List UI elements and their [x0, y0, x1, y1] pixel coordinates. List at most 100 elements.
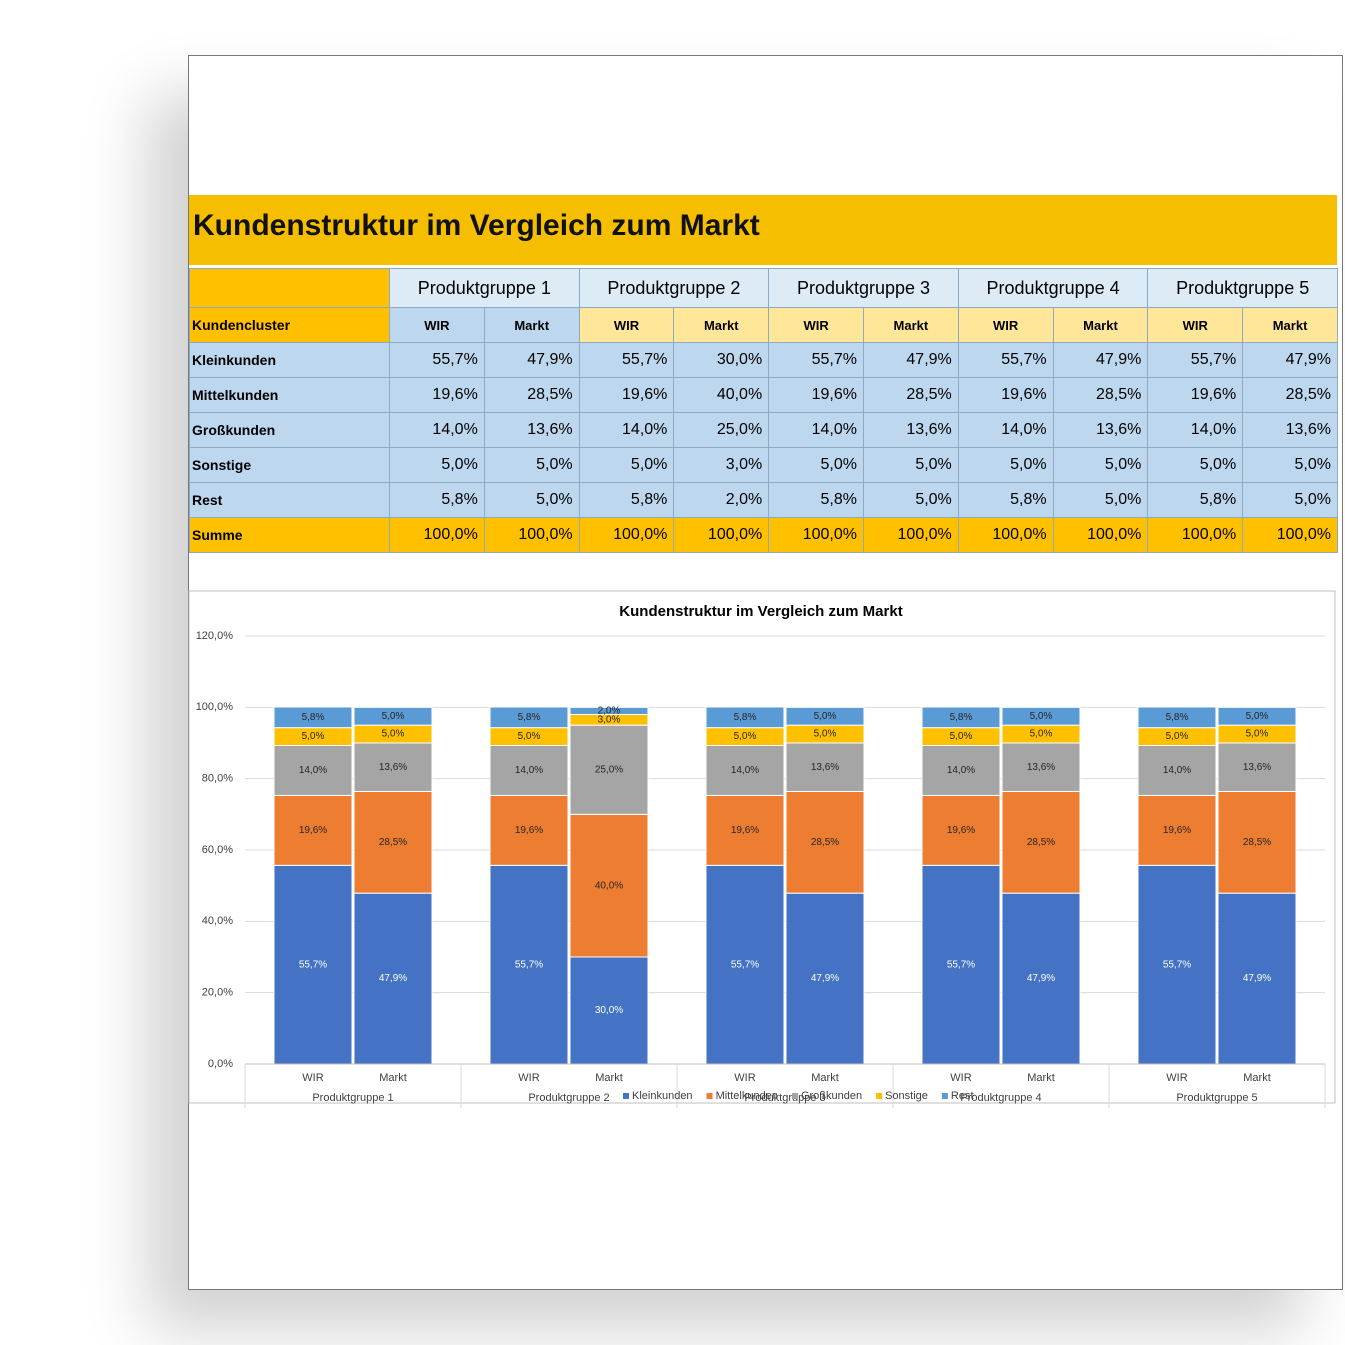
data-label: 19,6%	[515, 825, 543, 836]
data-cell: 5,0%	[1147, 447, 1244, 483]
x-tick-label: Markt	[379, 1072, 407, 1084]
x-tick-label: Markt	[811, 1072, 839, 1084]
x-tick-label: Markt	[595, 1072, 623, 1084]
bar-segment	[705, 794, 785, 866]
data-row: Großkunden 14,0% 13,6% 14,0% 25,0% 14,0% 13,6%…	[189, 412, 1338, 448]
y-tick-label: 20,0%	[202, 987, 233, 999]
data-label: 5,0%	[1030, 711, 1053, 722]
bar-segment	[489, 794, 569, 866]
y-tick-label: 40,0%	[202, 915, 233, 927]
data-label: 47,9%	[1243, 973, 1271, 984]
legend-label: Kleinkunden	[632, 1090, 693, 1102]
row-label: Summe	[189, 517, 390, 553]
data-label: 5,0%	[382, 711, 405, 722]
data-cell: 5,0%	[578, 447, 675, 483]
data-label: 47,9%	[1027, 973, 1055, 984]
chart-title: Kundenstruktur im Vergleich zum Markt	[619, 603, 902, 620]
legend-swatch	[941, 1093, 948, 1099]
x-tick-label: WIR	[734, 1072, 755, 1084]
data-cell: 5,8%	[578, 482, 675, 518]
legend-label: Rest	[951, 1090, 974, 1102]
data-cell: 13,6%	[1242, 412, 1338, 448]
data-cell: 28,5%	[1242, 377, 1338, 413]
data-cell: 5,0%	[1242, 447, 1338, 483]
sub-header: Markt	[862, 307, 959, 343]
data-cell: 5,0%	[483, 482, 580, 518]
data-cell: 47,9%	[483, 342, 580, 378]
group-header: Produktgruppe 4	[957, 268, 1149, 308]
bar-segment	[785, 791, 865, 894]
bar-segment	[705, 744, 785, 796]
data-cell: 14,0%	[768, 412, 864, 448]
data-cell: 55,7%	[1147, 342, 1244, 378]
data-cell: 5,0%	[957, 447, 1054, 483]
data-label: 5,8%	[302, 712, 325, 723]
data-label: 5,0%	[1166, 731, 1189, 742]
bar-segment	[785, 706, 865, 726]
data-label: 13,6%	[811, 762, 839, 773]
data-cell: 5,8%	[768, 482, 864, 518]
data-label: 13,6%	[379, 762, 407, 773]
bar-segment	[489, 744, 569, 796]
bar-segment	[1217, 892, 1297, 1065]
sub-header: Markt	[673, 307, 770, 343]
legend-swatch	[706, 1093, 713, 1099]
data-label: 19,6%	[947, 825, 975, 836]
sub-header: Markt	[483, 307, 580, 343]
sum-cell: 100,0%	[389, 517, 485, 553]
sub-header: WIR	[578, 307, 675, 343]
data-cell: 25,0%	[673, 412, 770, 448]
row-label: Mittelkunden	[189, 377, 390, 413]
row-label: Sonstige	[189, 447, 390, 483]
data-cell: 28,5%	[1052, 377, 1149, 413]
bar-segment	[921, 744, 1001, 796]
x-tick-label: Markt	[1243, 1072, 1271, 1084]
data-label: 5,0%	[1246, 711, 1269, 722]
data-label: 55,7%	[947, 959, 975, 970]
data-label: 55,7%	[515, 959, 543, 970]
sub-header: WIR	[768, 307, 864, 343]
bar-segment	[489, 706, 569, 729]
sum-cell: 100,0%	[957, 517, 1054, 553]
bar-segment	[353, 791, 433, 894]
data-label: 3,0%	[598, 714, 621, 725]
data-cell: 19,6%	[389, 377, 485, 413]
data-cell: 5,0%	[862, 482, 959, 518]
data-label: 13,6%	[1027, 762, 1055, 773]
bar-segment	[273, 864, 353, 1065]
data-row: Rest 5,8% 5,0% 5,8% 2,0% 5,8% 5,0% 5,8% 5,0% 5,8%…	[189, 482, 1338, 518]
data-label: 14,0%	[947, 765, 975, 776]
data-label: 30,0%	[595, 1005, 623, 1016]
bar-segment	[569, 724, 649, 815]
data-cell: 30,0%	[673, 342, 770, 378]
data-cell: 19,6%	[768, 377, 864, 413]
y-tick-label: 0,0%	[208, 1058, 233, 1070]
sub-header-row: Kundencluster WIR Markt WIR Markt WIR Markt WIR…	[189, 307, 1338, 343]
row-header: Kundencluster	[189, 307, 390, 343]
x-tick-label: WIR	[518, 1072, 539, 1084]
sub-header: WIR	[957, 307, 1054, 343]
legend-label: Sonstige	[885, 1090, 928, 1102]
data-label: 55,7%	[731, 959, 759, 970]
group-label: Produktgruppe 5	[1176, 1092, 1257, 1104]
bar-segment	[273, 706, 353, 729]
data-label: 55,7%	[299, 959, 327, 970]
bar-segment	[1001, 706, 1081, 726]
data-row: Mittelkunden 19,6% 28,5% 19,6% 40,0% 19,6% 28,…	[189, 377, 1338, 413]
data-label: 5,0%	[1246, 729, 1269, 740]
sum-row: Summe 100,0% 100,0% 100,0% 100,0% 100,0% 100,0…	[189, 517, 1338, 553]
bar-segment	[569, 813, 649, 958]
data-cell: 14,0%	[389, 412, 485, 448]
bar-segment	[705, 864, 785, 1065]
data-label: 47,9%	[379, 973, 407, 984]
sub-header: Markt	[1242, 307, 1338, 343]
chart: Kundenstruktur im Vergleich zum Markt 0,…	[188, 590, 1336, 1108]
data-label: 5,0%	[382, 729, 405, 740]
bar-segment	[489, 864, 569, 1065]
sub-header: WIR	[1147, 307, 1244, 343]
data-cell: 47,9%	[862, 342, 959, 378]
sub-header: WIR	[389, 307, 485, 343]
y-tick-label: 100,0%	[196, 701, 234, 713]
data-cell: 55,7%	[389, 342, 485, 378]
